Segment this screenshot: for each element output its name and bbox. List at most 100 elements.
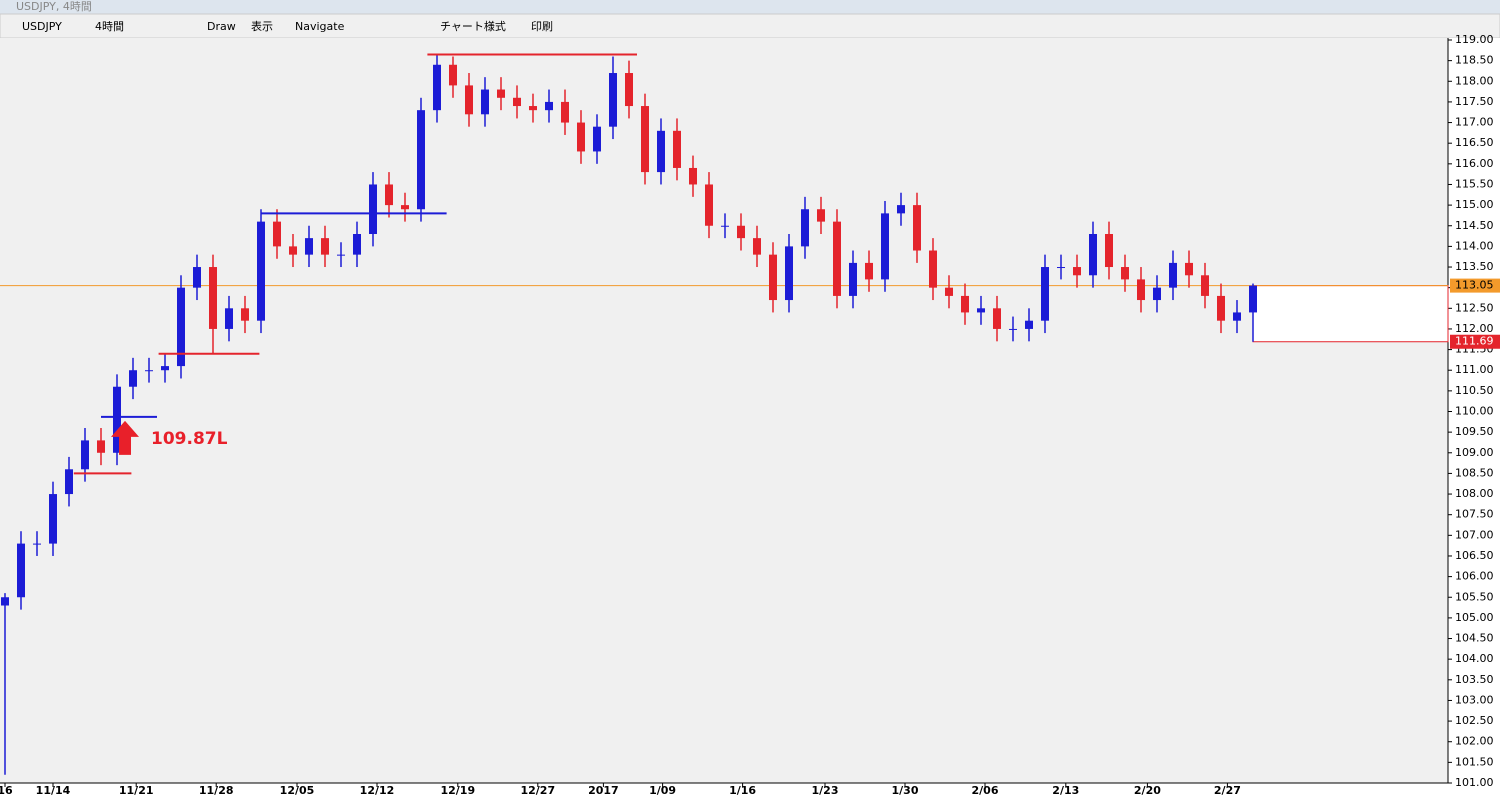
y-tick-label: 114.00 [1455, 239, 1494, 252]
x-tick-label: 1/09 [649, 784, 676, 797]
candle-body [577, 122, 585, 152]
candle-body [337, 254, 345, 256]
x-tick-label: 12/27 [520, 784, 555, 797]
x-tick-label: 2/27 [1214, 784, 1241, 797]
candle-body [1217, 295, 1225, 321]
candle-body [913, 205, 921, 251]
candle-body [241, 308, 249, 321]
candle-body [465, 85, 473, 115]
range-box [1252, 285, 1449, 343]
y-tick-label: 117.00 [1455, 116, 1494, 129]
candle-body [321, 238, 329, 255]
candle-body [145, 370, 153, 372]
candle-body [497, 89, 505, 98]
x-tick-label: 2/13 [1052, 784, 1079, 797]
candle-body [481, 89, 489, 115]
candle-body [17, 543, 25, 598]
candle-body [225, 308, 233, 329]
candle-body [529, 106, 537, 111]
x-tick-label: 12/12 [360, 784, 395, 797]
y-tick-label: 117.50 [1455, 95, 1494, 108]
candle-body [385, 184, 393, 206]
candle-body [1025, 320, 1033, 329]
candle-body [1, 597, 9, 606]
y-tick-label: 105.00 [1455, 611, 1494, 624]
y-tick-label: 113.50 [1455, 260, 1494, 273]
y-tick-label: 119.00 [1455, 33, 1494, 46]
y-tick-label: 112.50 [1455, 301, 1494, 314]
window-title: USDJPY, 4時間 [16, 0, 92, 13]
y-axis-area [1448, 38, 1500, 799]
candle-body [1041, 267, 1049, 321]
toolbar-button[interactable]: Draw [207, 20, 236, 33]
y-tick-label: 111.00 [1455, 363, 1494, 376]
candle-body [1121, 267, 1129, 280]
y-tick-label: 116.50 [1455, 136, 1494, 149]
candle-body [849, 262, 857, 296]
candle-body [1057, 267, 1065, 269]
candle-body [97, 440, 105, 453]
candle-body [1249, 285, 1257, 313]
x-tick-label: 2017 [588, 784, 619, 797]
candle-body [305, 238, 313, 255]
candle-body [449, 64, 457, 86]
x-tick-label: 12/19 [440, 784, 475, 797]
toolbar-button[interactable]: USDJPY [22, 20, 62, 33]
y-tick-label: 112.00 [1455, 322, 1494, 335]
candle-body [289, 246, 297, 255]
x-axis-area [0, 783, 1448, 799]
y-tick-label: 104.50 [1455, 632, 1494, 645]
candle-body [977, 308, 985, 313]
candle-body [65, 469, 73, 495]
candle-body [1089, 234, 1097, 276]
y-tick-label: 108.50 [1455, 466, 1494, 479]
candle-body [945, 287, 953, 296]
candle-body [593, 126, 601, 152]
candle-body [785, 246, 793, 301]
annotation-label: 109.87L [151, 429, 228, 449]
candle-body [1073, 267, 1081, 276]
candle-body [1169, 262, 1177, 288]
toolbar-button[interactable]: 印刷 [531, 20, 553, 33]
candle-body [833, 221, 841, 296]
x-tick-label: 2/06 [972, 784, 999, 797]
candle-body [1009, 328, 1017, 330]
toolbar-button[interactable]: チャート様式 [440, 19, 506, 33]
candle-body [545, 101, 553, 111]
y-tick-label: 109.50 [1455, 425, 1494, 438]
toolbar-button[interactable]: Navigate [295, 20, 345, 33]
candle-body [721, 225, 729, 227]
candle-body [817, 209, 825, 222]
x-tick-label: 12/05 [280, 784, 315, 797]
candle-body [769, 254, 777, 301]
toolbar-button[interactable]: 4時間 [95, 20, 124, 33]
candle-body [561, 101, 569, 123]
candle-body [1185, 262, 1193, 276]
candle-body [33, 543, 41, 545]
candle-body [753, 238, 761, 255]
x-tick-label: 11/21 [119, 784, 154, 797]
y-tick-label: 102.00 [1455, 735, 1494, 748]
y-tick-label: 106.50 [1455, 549, 1494, 562]
y-tick-label: 118.00 [1455, 74, 1494, 87]
y-tick-label: 118.50 [1455, 54, 1494, 67]
toolbar [0, 13, 1500, 39]
toolbar-button[interactable]: 表示 [251, 19, 273, 33]
candle-body [993, 308, 1001, 329]
candle-body [881, 213, 889, 280]
x-tick-label: 1/23 [812, 784, 839, 797]
candle-body [369, 184, 377, 235]
candle-body [113, 386, 121, 453]
candle-body [865, 262, 873, 280]
x-tick-label: 11/28 [199, 784, 234, 797]
y-tick-label: 106.00 [1455, 570, 1494, 583]
candle-body [209, 267, 217, 329]
candle-body [657, 130, 665, 173]
candle-body [897, 205, 905, 214]
candle-body [417, 110, 425, 210]
candle-body [1201, 275, 1209, 296]
y-tick-label: 114.50 [1455, 219, 1494, 232]
candle-body [1105, 234, 1113, 268]
y-tick-label: 115.00 [1455, 198, 1494, 211]
